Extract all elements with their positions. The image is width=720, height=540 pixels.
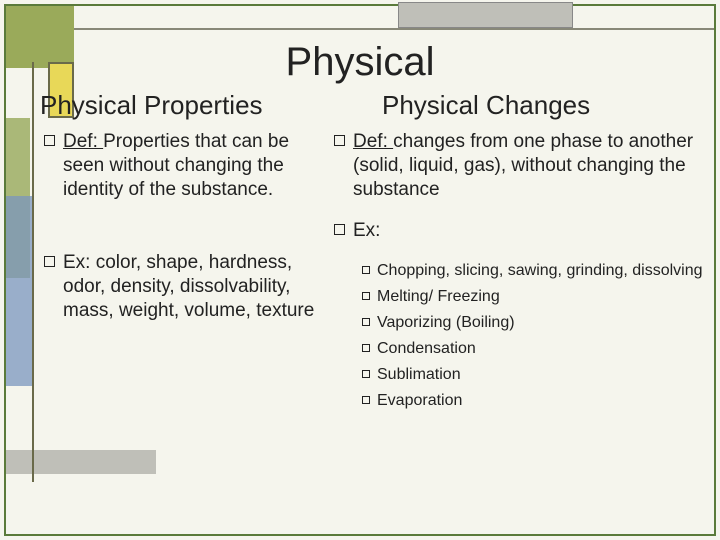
right-ex-bullet: Ex: [334, 219, 710, 243]
example-text: Chopping, slicing, sawing, grinding, dis… [377, 261, 703, 281]
def-label: Def: [63, 131, 103, 152]
example-text: Sublimation [377, 365, 461, 385]
list-item: Melting/ Freezing [362, 287, 710, 307]
bullet-icon [44, 256, 55, 267]
bullet-icon [362, 292, 370, 300]
decor-vline [32, 62, 34, 482]
content-area: Def: Properties that can be seen without… [44, 130, 710, 530]
decor-blue-bar [6, 196, 32, 386]
left-ex-text: Ex: color, shape, hardness, odor, densit… [63, 251, 324, 322]
def-body: changes from one phase to another (solid… [353, 131, 693, 200]
bullet-icon [362, 344, 370, 352]
bullet-icon [362, 266, 370, 274]
main-title: Physical [0, 40, 720, 85]
example-text: Melting/ Freezing [377, 287, 500, 307]
left-def-bullet: Def: Properties that can be seen without… [44, 130, 324, 201]
examples-list: Chopping, slicing, sawing, grinding, dis… [362, 261, 710, 411]
example-text: Evaporation [377, 391, 462, 411]
list-item: Condensation [362, 339, 710, 359]
right-def-text: Def: changes from one phase to another (… [353, 130, 710, 201]
left-column: Def: Properties that can be seen without… [44, 130, 324, 341]
decor-hline [74, 28, 714, 30]
example-text: Vaporizing (Boiling) [377, 313, 515, 333]
bullet-icon [362, 370, 370, 378]
bullet-icon [334, 224, 345, 235]
list-item: Vaporizing (Boiling) [362, 313, 710, 333]
subtitle-left: Physical Properties [40, 90, 263, 121]
left-ex-bullet: Ex: color, shape, hardness, odor, densit… [44, 251, 324, 322]
right-column: Def: changes from one phase to another (… [334, 130, 710, 417]
bullet-icon [334, 135, 345, 146]
decor-gray-box [398, 2, 573, 28]
bullet-icon [362, 318, 370, 326]
right-ex-label: Ex: [353, 219, 380, 243]
list-item: Sublimation [362, 365, 710, 385]
list-item: Evaporation [362, 391, 710, 411]
left-def-text: Def: Properties that can be seen without… [63, 130, 324, 201]
subtitle-right: Physical Changes [382, 90, 590, 121]
bullet-icon [362, 396, 370, 404]
bullet-icon [44, 135, 55, 146]
example-text: Condensation [377, 339, 476, 359]
right-def-bullet: Def: changes from one phase to another (… [334, 130, 710, 201]
def-label: Def: [353, 131, 393, 152]
list-item: Chopping, slicing, sawing, grinding, dis… [362, 261, 710, 281]
